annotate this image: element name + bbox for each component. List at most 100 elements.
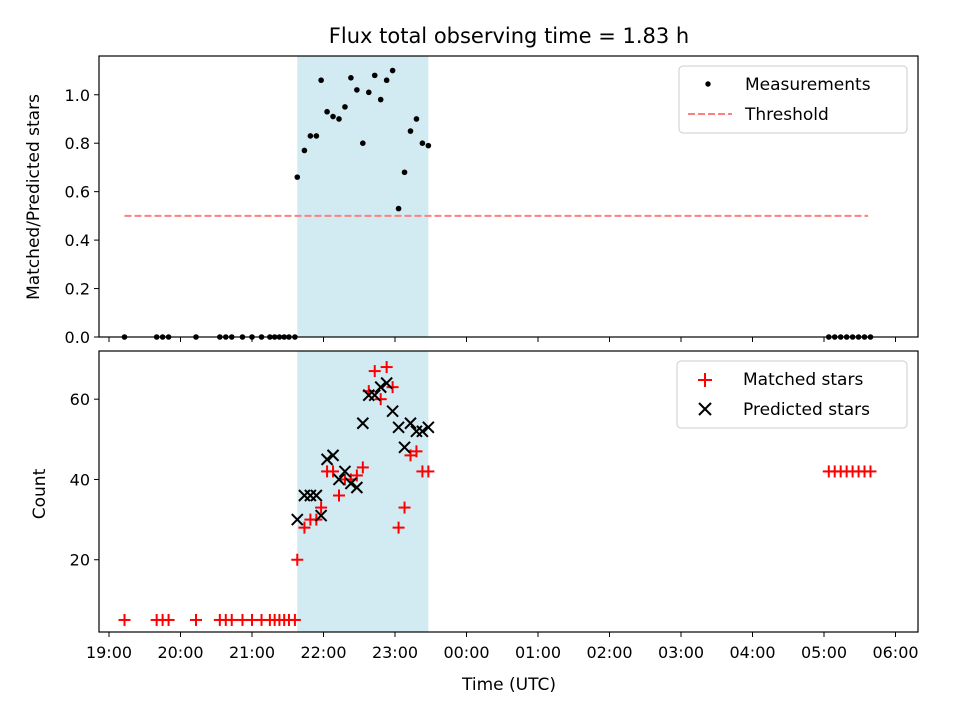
top-y-tick-label: 0.8 [65, 134, 90, 153]
predicted-point [398, 441, 411, 454]
x-tick-label: 19:00 [86, 643, 132, 662]
predicted-point [314, 509, 328, 522]
matched-point [368, 365, 381, 378]
measurement-point [324, 108, 330, 115]
bottom-y-axis-label: Count [30, 468, 50, 519]
legend-measurements-label: Measurements [745, 75, 871, 95]
predicted-point [356, 417, 370, 430]
x-tick-label: 06:00 [872, 643, 918, 662]
measurement-point [301, 147, 308, 154]
predicted-point [374, 380, 387, 394]
matched-point [225, 613, 238, 626]
top-x-ticks [108, 337, 896, 342]
measurement-point [307, 133, 314, 139]
measurement-point [401, 169, 408, 176]
measurement-point [336, 116, 342, 122]
measurement-point [318, 77, 324, 84]
matched-point [356, 461, 369, 474]
matched-point [422, 465, 435, 478]
x-tick-label: 05:00 [801, 643, 847, 662]
x-tick-label: 04:00 [729, 643, 775, 662]
matched-point [374, 393, 387, 406]
top-legend-box [678, 65, 908, 134]
matched-point [189, 613, 202, 626]
measurement-point [395, 205, 402, 212]
top-panel: 0.0 0.2 0.4 0.6 0.8 1.0 Matched/Predicted sta… [24, 55, 919, 347]
measurement-point [342, 104, 348, 110]
x-axis-label: Time (UTC) [461, 675, 556, 695]
measurement-point [425, 142, 432, 149]
measurement-point [360, 140, 366, 147]
measurement-point [354, 87, 360, 93]
bottom-panel: 20 40 60 Count 19:00 20:00 21:00 22:00 23:00 00… [30, 350, 919, 695]
predicted-point [344, 477, 358, 490]
legend-predicted-label: Predicted stars [743, 400, 870, 420]
predicted-point [368, 388, 381, 402]
predicted-point [338, 465, 352, 478]
top-y-tick-label: 0.6 [65, 183, 90, 202]
bottom-x-ticks: 19:00 20:00 21:00 22:00 23:00 00:00 01:00 02:00… [86, 632, 919, 662]
x-tick-label: 01:00 [515, 643, 561, 662]
predicted-point [380, 376, 393, 390]
top-axes-frame [98, 55, 919, 338]
predicted-point [320, 453, 334, 466]
predicted-point [422, 421, 435, 434]
matched-point [298, 521, 311, 534]
matched-point [392, 521, 405, 534]
top-y-ticks: 0.0 0.2 0.4 0.6 0.8 1.0 [65, 86, 99, 347]
measurement-point [419, 140, 426, 147]
legend-predicted-marker [698, 402, 712, 416]
bottom-y-ticks: 20 40 60 [70, 390, 99, 570]
bottom-y-tick-label: 60 [70, 390, 90, 409]
x-tick-label: 23:00 [372, 643, 418, 662]
top-y-tick-label: 0.4 [65, 231, 90, 250]
legend-matched-marker [698, 373, 712, 387]
chart-title: Flux total observing time = 1.83 h [329, 24, 689, 48]
bottom-y-tick-label: 40 [70, 470, 90, 489]
measurement-point [413, 116, 420, 122]
bottom-axes-frame [98, 350, 919, 633]
x-tick-label: 21:00 [229, 643, 275, 662]
matched-point [315, 501, 328, 514]
matched-point [332, 489, 345, 502]
predicted-point [404, 417, 417, 430]
top-y-tick-label: 0.0 [65, 328, 90, 347]
predicted-point [310, 489, 323, 502]
measurement-point [389, 67, 396, 74]
top-shaded-region [297, 56, 429, 337]
matched-point [864, 465, 877, 478]
predicted-point [291, 513, 304, 526]
measurement-point [383, 77, 390, 84]
matched-points [118, 361, 877, 626]
measurement-point [407, 128, 414, 134]
bottom-shaded-region [297, 351, 429, 632]
matched-point [118, 613, 131, 626]
top-y-tick-label: 1.0 [65, 86, 90, 105]
measurement-point [313, 133, 320, 139]
legend-matched-label: Matched stars [743, 370, 863, 390]
measurement-point [330, 113, 336, 120]
measurement-point [371, 72, 378, 79]
top-y-tick-label: 0.2 [65, 280, 90, 299]
matched-point [386, 381, 399, 394]
matched-point [380, 361, 393, 374]
matched-point [162, 613, 175, 626]
matched-point [288, 613, 301, 626]
bottom-legend: Matched stars Predicted stars [676, 360, 908, 429]
matched-point [410, 445, 423, 458]
legend-threshold-label: Threshold [744, 105, 829, 125]
matched-point [398, 501, 411, 514]
measurement-point [294, 174, 301, 180]
top-y-axis-label: Matched/Predicted stars [24, 94, 44, 300]
predicted-point [350, 481, 364, 494]
predicted-point [326, 449, 340, 462]
measurement-point [377, 96, 384, 103]
x-tick-label: 22:00 [300, 643, 346, 662]
x-tick-label: 20:00 [157, 643, 203, 662]
legend-measurements-marker [705, 81, 711, 87]
measurement-point [365, 89, 372, 96]
predicted-point [416, 425, 429, 438]
x-tick-label: 00:00 [443, 643, 489, 662]
predicted-point [392, 421, 405, 434]
